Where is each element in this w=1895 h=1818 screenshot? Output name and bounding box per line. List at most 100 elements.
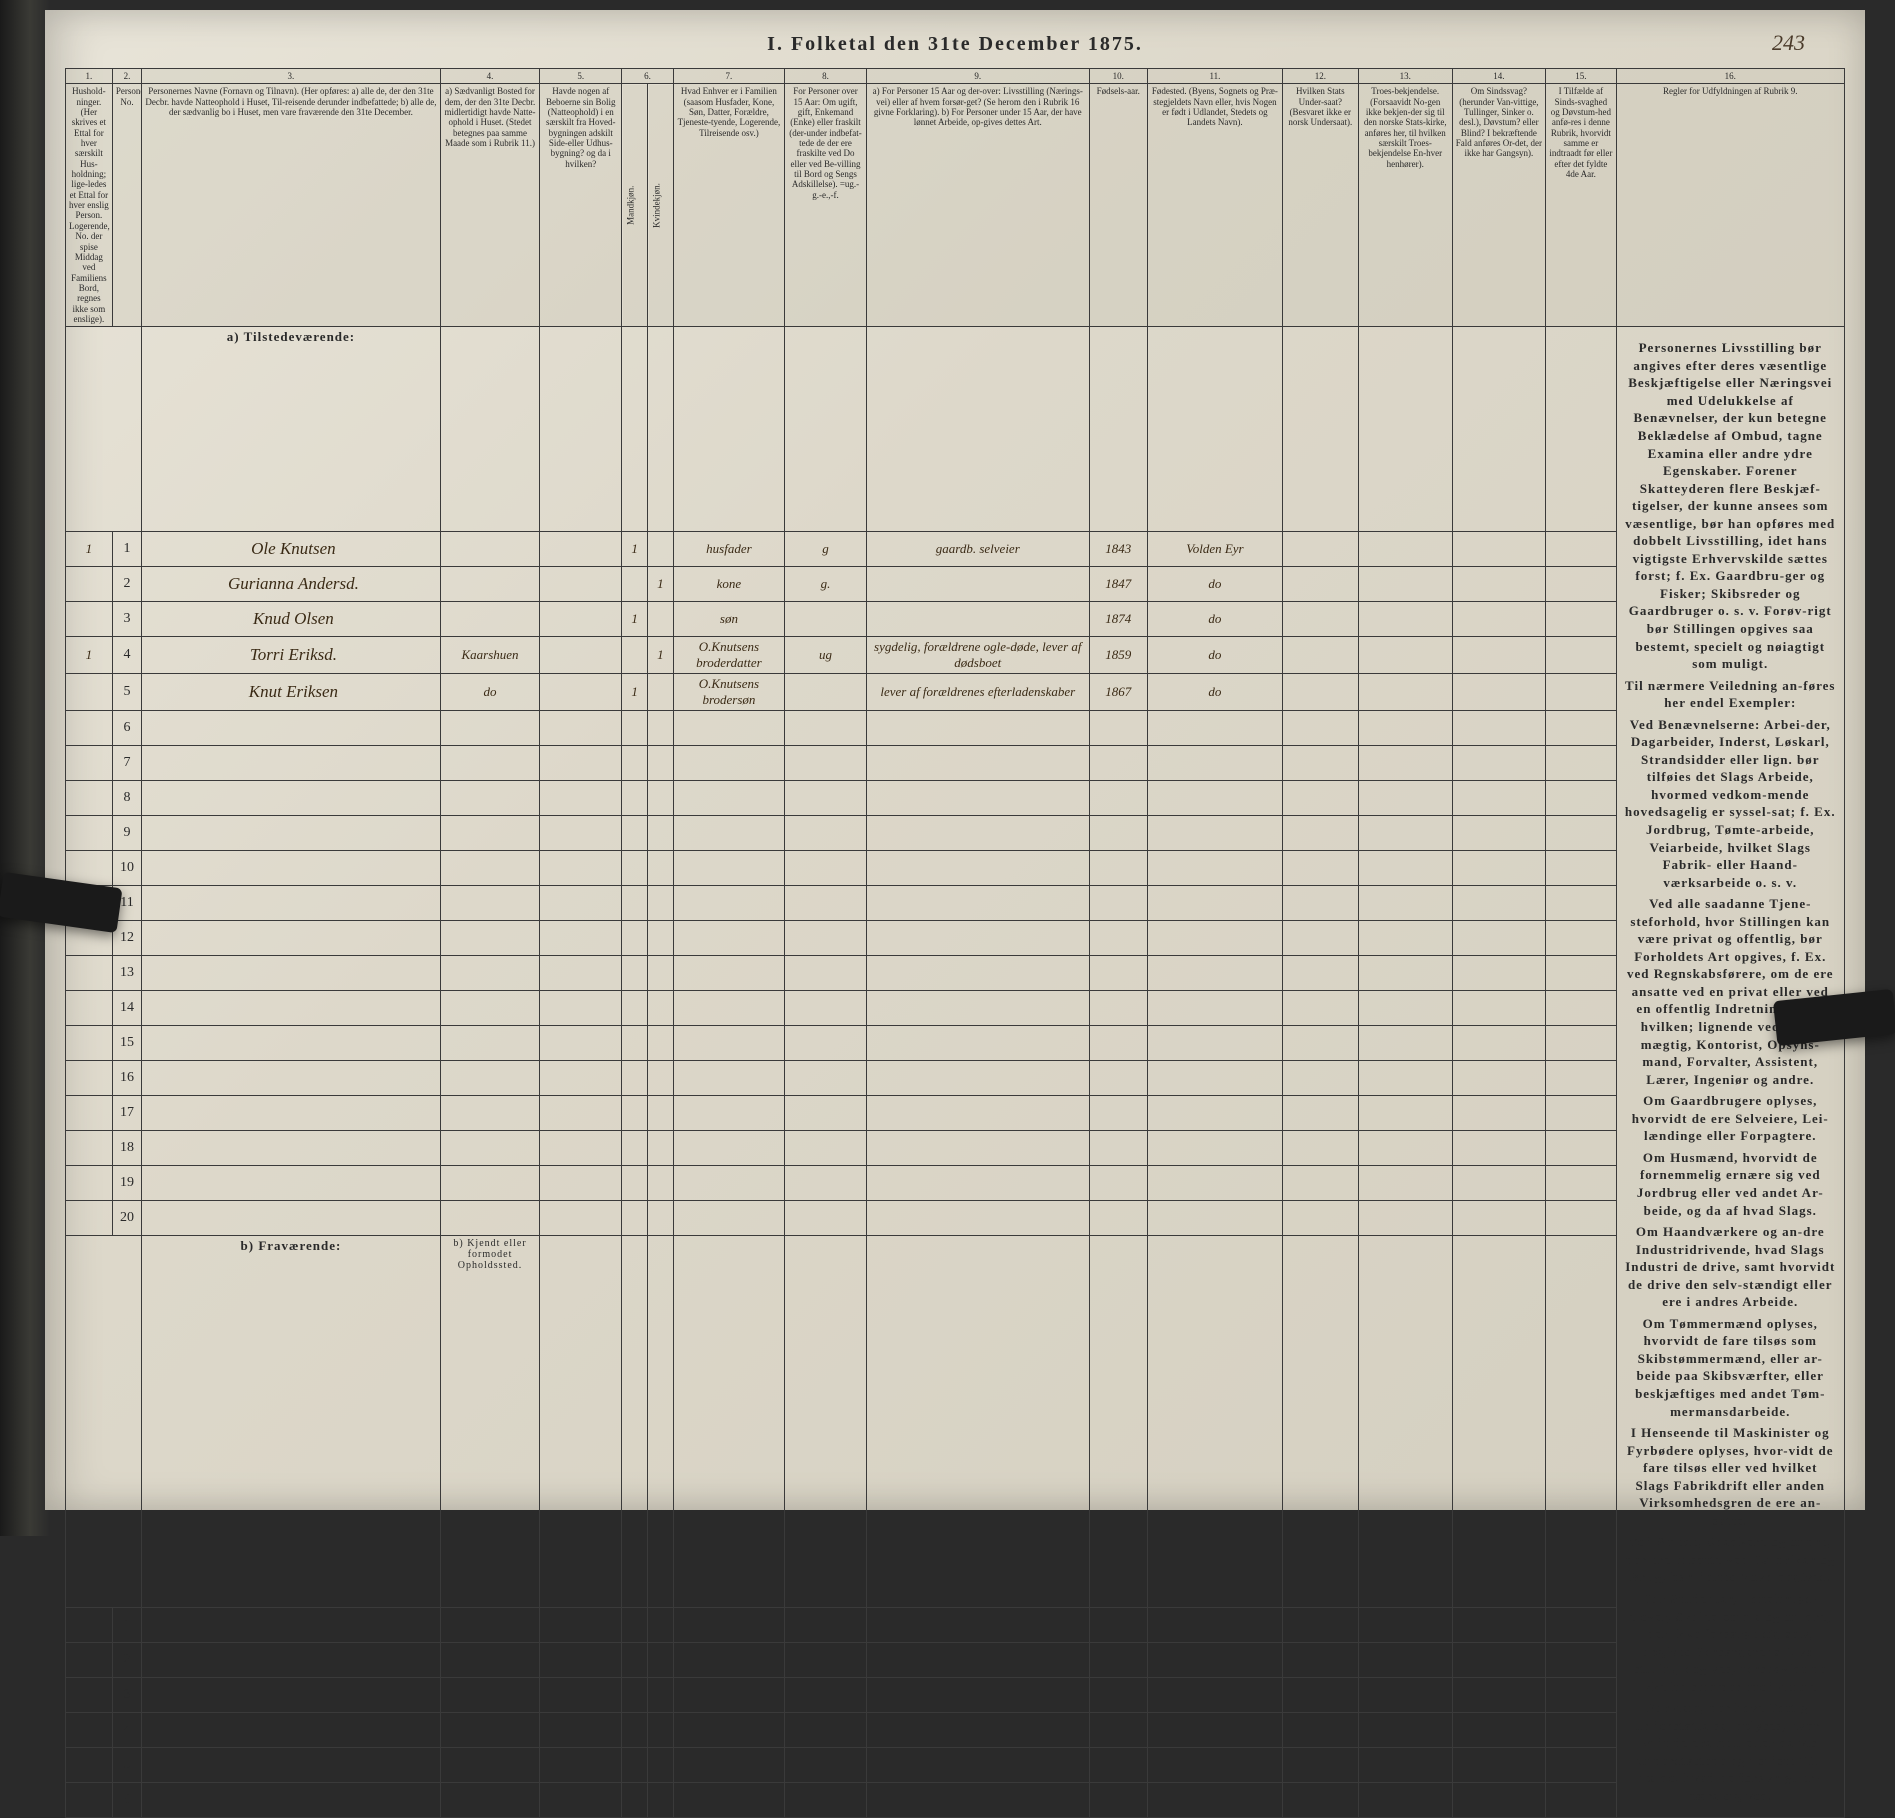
blank bbox=[1358, 921, 1452, 956]
blank bbox=[867, 1607, 1090, 1642]
blank bbox=[1358, 1236, 1452, 1607]
blank bbox=[1282, 1061, 1358, 1096]
table-row: 14Torri Eriksd.Kaarshuen1O.Knutsens brod… bbox=[66, 637, 1845, 674]
table-row-blank: 17 bbox=[66, 1096, 1845, 1131]
blank bbox=[66, 711, 113, 746]
table-row-blank: 20 bbox=[66, 1201, 1845, 1236]
page-title: I. Folketal den 31te December 1875. bbox=[65, 33, 1845, 56]
blank bbox=[1358, 886, 1452, 921]
blank bbox=[1089, 781, 1148, 816]
blank bbox=[867, 1201, 1090, 1236]
blank bbox=[1089, 1201, 1148, 1236]
blank bbox=[648, 1096, 674, 1131]
table-row-blank: 14 bbox=[66, 991, 1845, 1026]
blank bbox=[622, 1096, 648, 1131]
table-row-blank: 9 bbox=[66, 816, 1845, 851]
blank bbox=[1452, 1607, 1546, 1642]
cell-marital: g. bbox=[785, 567, 867, 602]
blank bbox=[1148, 1607, 1283, 1642]
blank bbox=[1282, 886, 1358, 921]
blank bbox=[1148, 1096, 1283, 1131]
cell-marital: ug bbox=[785, 637, 867, 674]
table-row-blank: 2 bbox=[66, 1642, 1845, 1677]
cell-outbuilding bbox=[540, 532, 622, 567]
blank bbox=[648, 746, 674, 781]
blank bbox=[540, 1166, 622, 1201]
blank bbox=[867, 711, 1090, 746]
blank bbox=[785, 956, 867, 991]
blank bbox=[867, 746, 1090, 781]
blank bbox=[1452, 711, 1546, 746]
blank bbox=[622, 1201, 648, 1236]
blank bbox=[1358, 1131, 1452, 1166]
blank bbox=[1282, 1166, 1358, 1201]
blank bbox=[1282, 327, 1358, 532]
cell-occupation: sygdelig, forældrene ogle-døde, lever af… bbox=[867, 637, 1090, 674]
blank bbox=[1282, 1131, 1358, 1166]
blank bbox=[785, 1061, 867, 1096]
blank bbox=[785, 711, 867, 746]
blank bbox=[673, 1642, 784, 1677]
blank bbox=[1089, 1236, 1148, 1607]
column-number-row: 1. 2. 3. 4. 5. 6. 7. 8. 9. 10. 11. 12. 1… bbox=[66, 69, 1845, 84]
blank bbox=[1089, 921, 1148, 956]
blank bbox=[1546, 1131, 1616, 1166]
blank bbox=[540, 1642, 622, 1677]
cell-male bbox=[622, 637, 648, 674]
hdr-2: Personernes No. bbox=[112, 84, 141, 327]
blank bbox=[1282, 1026, 1358, 1061]
blank bbox=[1452, 1061, 1546, 1096]
table-row-blank: 7 bbox=[66, 746, 1845, 781]
blank bbox=[1282, 816, 1358, 851]
blank bbox=[1452, 1166, 1546, 1201]
blank bbox=[440, 1677, 540, 1712]
cell-outbuilding bbox=[540, 674, 622, 711]
blank bbox=[66, 327, 142, 532]
blank bbox=[66, 1166, 113, 1201]
cell-birthyear: 1843 bbox=[1089, 532, 1148, 567]
cell-religion bbox=[1358, 567, 1452, 602]
blank bbox=[673, 327, 784, 532]
blank bbox=[648, 991, 674, 1026]
blank bbox=[785, 1782, 867, 1817]
blank bbox=[622, 1677, 648, 1712]
blank bbox=[540, 746, 622, 781]
blank bbox=[785, 746, 867, 781]
blank bbox=[648, 711, 674, 746]
cell-rownum: 1 bbox=[112, 532, 141, 567]
col-num-3: 3. bbox=[142, 69, 441, 84]
blank bbox=[66, 1747, 113, 1782]
cell-rownum: 6 bbox=[112, 1782, 141, 1817]
blank bbox=[142, 991, 441, 1026]
blank bbox=[785, 327, 867, 532]
blank bbox=[1358, 1026, 1452, 1061]
blank bbox=[1358, 1677, 1452, 1712]
blank bbox=[622, 1166, 648, 1201]
blank bbox=[1089, 1026, 1148, 1061]
blank bbox=[540, 956, 622, 991]
blank bbox=[142, 1131, 441, 1166]
hdr-1: Hushold-ninger. (Her skrives et Ettal fo… bbox=[66, 84, 113, 327]
blank bbox=[440, 1642, 540, 1677]
blank bbox=[1089, 956, 1148, 991]
col-num-8: 8. bbox=[785, 69, 867, 84]
blank bbox=[1282, 1712, 1358, 1747]
col-num-11: 11. bbox=[1148, 69, 1283, 84]
cell-rownum: 6 bbox=[112, 711, 141, 746]
blank bbox=[1452, 1201, 1546, 1236]
table-row-blank: 1 bbox=[66, 1607, 1845, 1642]
table-row-blank: 3 bbox=[66, 1677, 1845, 1712]
blank bbox=[1546, 956, 1616, 991]
cell-residence bbox=[440, 602, 540, 637]
cell-disability bbox=[1452, 637, 1546, 674]
blank bbox=[66, 1782, 113, 1817]
blank bbox=[540, 1747, 622, 1782]
table-row-blank: 11 bbox=[66, 886, 1845, 921]
col-num-1: 1. bbox=[66, 69, 113, 84]
blank bbox=[867, 1782, 1090, 1817]
blank bbox=[440, 1747, 540, 1782]
blank bbox=[1358, 991, 1452, 1026]
blank bbox=[648, 886, 674, 921]
section-a-row: a) Tilstedeværende:Personernes Livsstill… bbox=[66, 327, 1845, 532]
blank bbox=[1358, 1642, 1452, 1677]
